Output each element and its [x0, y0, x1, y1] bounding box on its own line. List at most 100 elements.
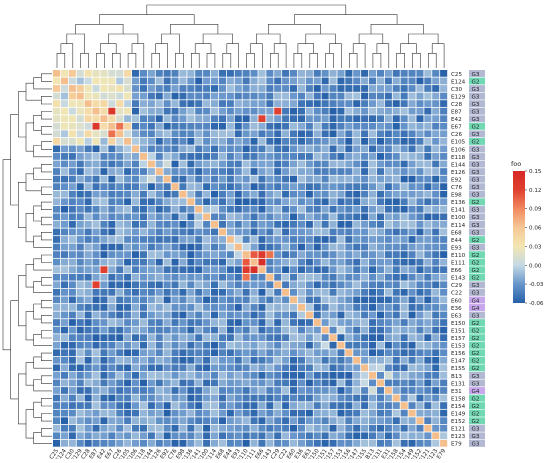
heatmap-cell — [195, 221, 203, 228]
group-label: G2 — [472, 412, 480, 418]
heatmap-cell — [369, 243, 377, 251]
heatmap-cell — [53, 341, 61, 349]
heatmap-cell — [226, 221, 234, 228]
heatmap-cell — [361, 288, 369, 296]
heatmap-cell — [195, 326, 203, 334]
heatmap-cell — [179, 213, 187, 221]
heatmap-cell — [53, 387, 61, 394]
heatmap-cell — [353, 137, 361, 145]
heatmap-cell — [258, 258, 266, 266]
heatmap-cell — [163, 432, 171, 440]
heatmap-cell — [92, 288, 100, 296]
heatmap-cell — [218, 145, 226, 153]
heatmap-cell — [408, 402, 416, 409]
heatmap-cell — [203, 100, 211, 107]
heatmap-cell — [361, 160, 369, 168]
heatmap-cell — [400, 175, 408, 183]
heatmap-cell — [392, 439, 400, 447]
heatmap-cell — [100, 198, 108, 206]
group-label: G3 — [472, 102, 480, 108]
heatmap-cell — [392, 334, 400, 341]
heatmap-cell — [416, 288, 424, 296]
heatmap-cell — [100, 424, 108, 432]
heatmap-cell — [432, 311, 440, 319]
row-label: E158 — [451, 396, 466, 402]
heatmap-cell — [432, 213, 440, 221]
heatmap-cell — [147, 296, 155, 304]
heatmap-cell — [68, 130, 76, 138]
heatmap-cell — [440, 160, 448, 168]
dendrogram-branch — [18, 182, 26, 228]
heatmap-cell — [297, 70, 305, 77]
heatmap-cell — [226, 387, 234, 394]
heatmap-cell — [163, 85, 171, 92]
heatmap-cell — [250, 266, 258, 274]
heatmap-cell — [282, 175, 290, 183]
heatmap-cell — [297, 364, 305, 372]
heatmap-cell — [92, 130, 100, 138]
heatmap-cell — [100, 417, 108, 425]
heatmap-cell — [147, 326, 155, 334]
heatmap-cell — [234, 432, 242, 440]
heatmap-cell — [76, 334, 84, 341]
heatmap-cell — [266, 402, 274, 409]
heatmap-cell — [155, 266, 163, 274]
heatmap-cell — [290, 77, 298, 85]
heatmap-cell — [353, 273, 361, 281]
heatmap-cell — [76, 417, 84, 425]
heatmap-cell — [155, 439, 163, 447]
heatmap-cell — [100, 258, 108, 266]
heatmap-cell — [305, 145, 313, 153]
heatmap-cell — [440, 243, 448, 251]
heatmap-cell — [218, 228, 226, 236]
heatmap-cell — [400, 319, 408, 326]
heatmap-cell — [400, 236, 408, 243]
heatmap-cell — [195, 334, 203, 341]
heatmap-cell — [179, 326, 187, 334]
heatmap-cell — [258, 85, 266, 92]
heatmap-cell — [250, 424, 258, 432]
heatmap-cell — [155, 288, 163, 296]
heatmap-cell — [242, 77, 250, 85]
heatmap-cell — [211, 130, 219, 138]
heatmap-cell — [116, 251, 124, 258]
heatmap-cell — [416, 92, 424, 100]
heatmap-cell — [416, 281, 424, 289]
heatmap-cell — [297, 311, 305, 319]
heatmap-cell — [132, 228, 140, 236]
heatmap-cell — [226, 409, 234, 417]
heatmap-cell — [282, 190, 290, 198]
heatmap-cell — [329, 122, 337, 130]
heatmap-cell — [274, 100, 282, 107]
heatmap-cell — [274, 190, 282, 198]
heatmap-cell — [218, 198, 226, 206]
heatmap-cell — [345, 387, 353, 394]
heatmap-cell — [211, 145, 219, 153]
heatmap-cell — [76, 198, 84, 206]
heatmap-cell — [321, 153, 329, 160]
heatmap-cell — [60, 77, 68, 85]
heatmap-cell — [266, 432, 274, 440]
heatmap-cell — [124, 92, 132, 100]
heatmap-cell — [100, 77, 108, 85]
heatmap-cell — [353, 394, 361, 402]
heatmap-cell — [147, 137, 155, 145]
heatmap-cell — [369, 70, 377, 77]
heatmap-cell — [124, 153, 132, 160]
heatmap-cell — [211, 213, 219, 221]
heatmap-cell — [84, 100, 92, 107]
heatmap-cell — [297, 409, 305, 417]
heatmap-cell — [163, 190, 171, 198]
heatmap-cell — [203, 175, 211, 183]
heatmap-cell — [108, 356, 116, 364]
heatmap-cell — [297, 319, 305, 326]
heatmap-cell — [171, 394, 179, 402]
heatmap-cell — [408, 281, 416, 289]
heatmap-cell — [171, 341, 179, 349]
heatmap-cell — [258, 122, 266, 130]
heatmap-cell — [76, 304, 84, 311]
heatmap-cell — [416, 160, 424, 168]
heatmap-cell — [432, 70, 440, 77]
heatmap-cell — [68, 107, 76, 115]
heatmap-cell — [297, 100, 305, 107]
